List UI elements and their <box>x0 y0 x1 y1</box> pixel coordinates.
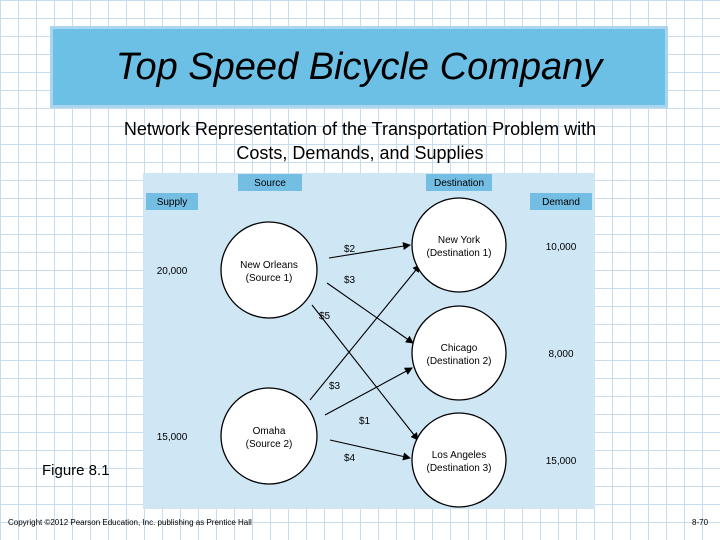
node-los-angeles-sub: (Destination 3) <box>426 463 491 474</box>
node-new-orleans <box>220 221 318 319</box>
arc-s2-d3 <box>329 439 411 461</box>
source-header-bg <box>238 174 302 191</box>
node-chicago-sub: (Destination 2) <box>426 356 491 367</box>
node-new-york <box>411 197 507 293</box>
demand-los-angeles: 15,000 <box>546 456 577 467</box>
cost-s2-d1: $3 <box>329 381 341 392</box>
node-chicago <box>411 305 507 401</box>
destination-header: Destination <box>434 178 484 189</box>
demand-new-york: 10,000 <box>546 242 577 253</box>
cost-s2-d2: $1 <box>359 416 371 427</box>
arc-s1-d2 <box>326 282 414 344</box>
slide-title: Top Speed Bicycle Company <box>115 45 603 88</box>
node-los-angeles <box>411 412 507 508</box>
demand-chicago: 8,000 <box>548 349 573 360</box>
supply-new-orleans: 20,000 <box>157 266 188 277</box>
subtitle-line-2: Costs, Demands, and Supplies <box>236 143 484 163</box>
cost-s2-d3: $4 <box>344 453 356 464</box>
arc-s2-d2 <box>324 367 413 416</box>
node-new-orleans-sub: (Source 1) <box>246 273 293 284</box>
supply-header-bg <box>146 193 198 210</box>
node-omaha-sub: (Source 2) <box>246 439 293 450</box>
arc-s1-d3 <box>311 304 419 441</box>
title-banner: Top Speed Bicycle Company <box>50 26 668 108</box>
node-new-york-sub: (Destination 1) <box>426 248 491 259</box>
node-chicago-label: Chicago <box>441 343 478 354</box>
supply-header: Supply <box>157 197 188 208</box>
cost-s1-d3: $5 <box>319 311 331 322</box>
arc-s2-d1 <box>309 264 421 401</box>
node-omaha-label: Omaha <box>253 426 286 437</box>
cost-s1-d1: $2 <box>344 244 356 255</box>
diagram-panel <box>143 173 595 509</box>
node-omaha <box>220 387 318 485</box>
destination-header-bg <box>426 174 492 191</box>
arc-s1-d1 <box>328 242 411 259</box>
copyright-notice: Copyright ©2012 Pearson Education, Inc. … <box>8 518 252 527</box>
demand-header: Demand <box>542 197 580 208</box>
node-new-orleans-label: New Orleans <box>240 260 298 271</box>
node-new-york-label: New York <box>438 235 481 246</box>
node-los-angeles-label: Los Angeles <box>432 450 487 461</box>
figure-label: Figure 8.1 <box>42 462 110 479</box>
subtitle-line-1: Network Representation of the Transporta… <box>123 119 597 139</box>
supply-omaha: 15,000 <box>157 432 188 443</box>
source-header: Source <box>254 178 286 189</box>
demand-header-bg <box>530 193 592 210</box>
slide-subtitle: Network Representation of the Transporta… <box>40 117 680 165</box>
cost-s1-d2: $3 <box>344 275 356 286</box>
page-number: 8-70 <box>692 518 709 527</box>
